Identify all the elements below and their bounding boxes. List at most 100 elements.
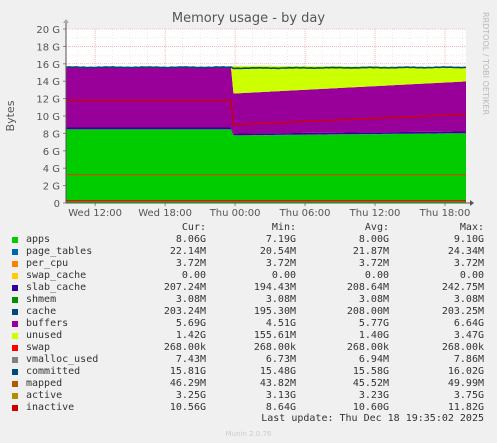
legend-swatch [12, 369, 18, 375]
legend-min: 7.19G [265, 234, 296, 245]
line-inactive [66, 99, 467, 126]
legend-cur: 1.42G [175, 330, 206, 341]
legend-cur: 207.24M [163, 282, 206, 293]
legend-swatch [12, 345, 18, 351]
legend-label: swap [26, 342, 51, 353]
legend-row-cache: cache 203.24M 195.30M 208.00M 203.25M [12, 306, 492, 318]
legend-row-inactive: inactive 10.56G 8.64G 10.60G 11.82G [12, 402, 492, 414]
legend-row-committed: committed 15.81G 15.48G 15.58G 16.02G [12, 366, 492, 378]
legend-row-per-cpu: per_cpu 3.72M 3.72M 3.72M 3.72M [12, 258, 492, 270]
legend-cur: 268.00k [163, 342, 206, 353]
legend-min: 0.00 [271, 270, 296, 281]
legend-avg: 208.00M [346, 306, 389, 317]
legend-cur: 22.14M [169, 246, 206, 257]
legend-row-swap-cache: swap_cache 0.00 0.00 0.00 0.00 [12, 270, 492, 282]
legend-row-mapped: mapped 46.29M 43.82M 45.52M 49.99M [12, 378, 492, 390]
legend-avg: 208.64M [346, 282, 389, 293]
legend-avg: 21.87M [352, 246, 389, 257]
legend-swatch [12, 309, 18, 315]
legend-cur: 203.24M [163, 306, 206, 317]
legend-swatch [12, 297, 18, 303]
legend-max: 203.25M [441, 306, 484, 317]
legend-max: 7.86M [453, 354, 484, 365]
header-min: Min: [271, 222, 296, 233]
legend-min: 6.73M [265, 354, 296, 365]
legend-label: page_tables [26, 246, 93, 257]
area-slab-cache [66, 127, 466, 136]
legend-row-vmalloc-used: vmalloc_used 7.43M 6.73M 6.94M 7.86M [12, 354, 492, 366]
header-cur: Cur: [181, 222, 206, 233]
y-tick-label: 6 G [43, 147, 60, 158]
legend-label: shmem [26, 294, 57, 305]
legend-label: active [26, 390, 63, 401]
stacked-areas [66, 65, 466, 203]
legend-label: mapped [26, 378, 63, 389]
legend-label: per_cpu [26, 258, 69, 269]
legend-label: slab_cache [26, 282, 87, 293]
legend-swatch [12, 321, 18, 327]
legend-avg: 3.08M [358, 294, 389, 305]
legend-min: 20.54M [259, 246, 296, 257]
y-tick-label: 8 G [43, 129, 60, 140]
legend-max: 3.08M [453, 294, 484, 305]
legend-max: 268.00k [441, 342, 484, 353]
legend-swatch [12, 285, 18, 291]
legend-swatch [12, 237, 18, 243]
legend-cur: 10.56G [169, 402, 206, 413]
legend-swatch [12, 333, 18, 339]
x-axis-arrow [470, 200, 474, 206]
x-tick-label: Thu 06:00 [279, 208, 331, 219]
legend-avg: 3.23G [358, 390, 389, 401]
legend-max: 3.75G [453, 390, 484, 401]
y-tick-label: 14 G [36, 77, 60, 88]
legend-max: 3.72M [453, 258, 484, 269]
legend-avg: 8.00G [358, 234, 389, 245]
y-tick-label: 12 G [36, 95, 60, 106]
y-tick-label: 0 [54, 199, 60, 210]
legend-max: 16.02G [447, 366, 484, 377]
y-tick-label: 18 G [36, 42, 60, 53]
y-tick-label: 16 G [36, 60, 60, 71]
x-tick-label: Thu 12:00 [349, 208, 401, 219]
legend-swatch [12, 357, 18, 363]
legend-min: 15.48G [259, 366, 296, 377]
legend-label: vmalloc_used [26, 354, 99, 365]
legend-avg: 5.77G [358, 318, 389, 329]
legend-row-buffers: buffers 5.69G 4.51G 5.77G 6.64G [12, 318, 492, 330]
memory-chart: 0 2 G 4 G 6 G 8 G 10 G 12 G 14 G 16 G 18 G 20 G Wed… [4, 19, 474, 219]
legend-label: cache [26, 306, 57, 317]
legend-cur: 7.43M [175, 354, 206, 365]
legend-cur: 15.81G [169, 366, 206, 377]
header-max: Max: [459, 222, 484, 233]
legend-row-shmem: shmem 3.08M 3.08M 3.08M 3.08M [12, 294, 492, 306]
legend-cur: 8.06G [175, 234, 206, 245]
line-committed [65, 66, 467, 70]
chart-title: Memory usage - by day [171, 11, 326, 26]
legend-min: 43.82M [259, 378, 296, 389]
x-tick-label: Wed 12:00 [68, 208, 122, 219]
y-axis-label: Bytes [4, 100, 17, 131]
legend-max: 242.75M [441, 282, 484, 293]
legend-avg: 15.58G [352, 366, 389, 377]
legend-avg: 10.60G [352, 402, 389, 413]
legend-label: buffers [26, 318, 69, 329]
legend-label: unused [26, 330, 63, 341]
area-apps [66, 129, 466, 203]
x-tick-label: Thu 00:00 [209, 208, 261, 219]
legend-max: 9.10G [453, 234, 484, 245]
legend-cur: 5.69G [175, 318, 206, 329]
legend-swatch [12, 393, 18, 399]
legend-avg: 3.72M [358, 258, 389, 269]
legend-swatch [12, 273, 18, 279]
legend-swatch [12, 261, 18, 267]
legend-avg: 0.00 [364, 270, 389, 281]
series-lines [65, 66, 467, 202]
legend-cur: 0.00 [181, 270, 206, 281]
legend-row-active: active 3.25G 3.13G 3.23G 3.75G [12, 390, 492, 402]
legend-min: 3.13G [265, 390, 296, 401]
legend-cur: 3.08M [175, 294, 206, 305]
header-avg: Avg: [364, 222, 389, 233]
legend-max: 0.00 [459, 270, 484, 281]
area-cache [66, 67, 466, 134]
y-axis-arrow [63, 19, 69, 23]
